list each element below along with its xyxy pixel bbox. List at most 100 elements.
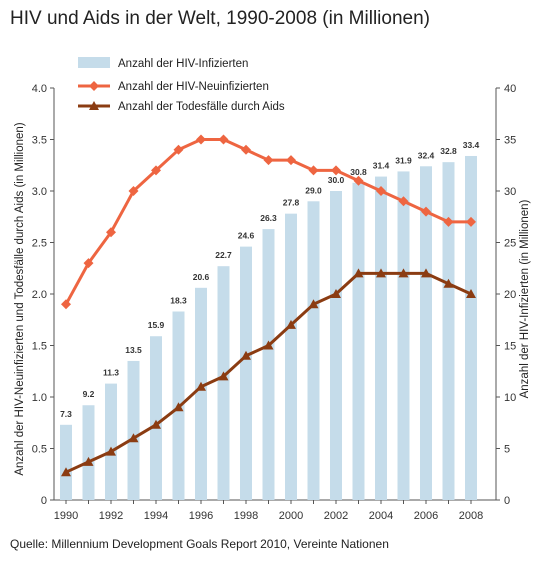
diamond-marker	[151, 165, 161, 176]
bar-data-label: 29.0	[305, 185, 322, 195]
bar	[285, 213, 297, 500]
triangle-marker	[106, 446, 116, 456]
legend-label-deaths: Anzahl der Todesfälle durch Aids	[118, 101, 285, 113]
right-tick-label: 30	[504, 186, 516, 198]
bar	[240, 246, 252, 500]
left-axis-title: Anzahl der HIV-Neuinfizierten und Todesf…	[14, 122, 26, 475]
triangle-marker	[151, 419, 161, 429]
right-tick-label: 5	[504, 444, 510, 456]
legend-marker-triangle	[89, 101, 99, 110]
x-tick-label: 1992	[99, 510, 123, 522]
diamond-marker	[331, 165, 341, 176]
triangle-marker	[466, 289, 476, 298]
bar	[307, 201, 320, 501]
bar-data-label: 31.4	[373, 161, 390, 171]
legend-label-new-infections: Anzahl der HIV-Neuinfizierten	[118, 81, 269, 93]
bar-data-label: 32.4	[418, 150, 435, 160]
bar-data-label: 15.9	[148, 320, 165, 330]
legend-swatch-bars	[78, 57, 110, 68]
bar-data-label: 30.8	[350, 167, 367, 177]
bar	[150, 336, 162, 500]
diamond-marker	[466, 216, 476, 227]
bar-data-label: 33.4	[463, 140, 480, 150]
triangle-marker	[398, 268, 409, 278]
x-tick-label: 2004	[369, 510, 393, 522]
diamond-marker	[353, 175, 364, 186]
bar-data-label: 18.3	[170, 296, 187, 306]
x-tick-label: 2008	[459, 510, 483, 522]
left-tick-label: 0.5	[32, 444, 47, 456]
diamond-marker	[173, 144, 184, 155]
bar-data-label: 9.2	[83, 389, 95, 399]
left-tick-label: 1.0	[32, 392, 47, 404]
triangle-marker	[353, 268, 364, 278]
triangle-marker	[263, 340, 274, 350]
left-tick-label: 4.0	[32, 83, 47, 95]
bar	[105, 383, 117, 500]
triangle-marker	[421, 268, 431, 278]
x-tick-label: 2002	[324, 510, 348, 522]
left-tick-label: 3.5	[32, 135, 47, 147]
source-note: Quelle: Millennium Development Goals Rep…	[10, 537, 389, 551]
bar	[127, 360, 140, 500]
bar	[262, 229, 275, 501]
left-tick-label: 3.0	[32, 186, 47, 198]
triangle-marker	[196, 381, 206, 391]
triangle-marker	[173, 402, 184, 412]
bar	[375, 176, 387, 500]
triangle-marker	[331, 289, 341, 298]
bar	[195, 287, 207, 500]
x-tick-label: 1996	[189, 510, 213, 522]
triangle-marker	[218, 371, 229, 381]
right-tick-label: 0	[504, 495, 510, 507]
bar-data-label: 24.6	[238, 231, 255, 241]
bar-data-label: 11.3	[103, 368, 119, 378]
left-tick-label: 1.5	[32, 341, 47, 353]
triangle-marker	[376, 268, 386, 278]
bar-data-label: 32.8	[440, 146, 457, 156]
x-tick-label: 2000	[279, 510, 303, 522]
triangle-marker	[443, 278, 454, 288]
triangle-marker	[286, 319, 296, 329]
diamond-marker	[421, 206, 431, 217]
bar	[217, 266, 230, 500]
triangle-marker	[61, 467, 71, 477]
diamond-marker	[398, 196, 409, 207]
bar-data-label: 26.3	[260, 213, 277, 223]
diamond-marker	[263, 155, 274, 166]
bar-data-label: 30.0	[328, 175, 345, 185]
diamond-marker	[443, 216, 454, 227]
x-tick-label: 1994	[144, 510, 168, 522]
bar	[60, 424, 72, 500]
bar	[420, 166, 432, 500]
diamond-marker	[83, 258, 94, 269]
x-tick-label: 2006	[414, 510, 438, 522]
diamond-marker	[376, 186, 386, 196]
legend-marker-diamond	[89, 81, 99, 91]
right-tick-label: 25	[504, 238, 516, 250]
diamond-marker	[106, 227, 116, 238]
bar-data-label: 22.7	[215, 250, 232, 260]
bar-data-label: 27.8	[283, 198, 300, 208]
legend-label-bars: Anzahl der HIV-Infizierten	[118, 58, 248, 70]
right-axis-title: Anzahl der HIV-Infizierten (in Millionen…	[519, 199, 531, 398]
diamond-marker	[308, 165, 319, 176]
chart-title: HIV und Aids in der Welt, 1990-2008 (in …	[10, 8, 430, 29]
bar	[397, 171, 410, 500]
x-tick-label: 1990	[54, 510, 78, 522]
bar	[82, 405, 95, 500]
triangle-marker	[241, 350, 251, 360]
left-tick-label: 2.5	[32, 238, 47, 250]
triangle-marker	[128, 433, 139, 443]
diamond-marker	[286, 155, 296, 166]
diamond-marker	[218, 134, 229, 145]
x-tick-label: 1998	[234, 510, 258, 522]
triangle-marker	[83, 456, 94, 466]
diamond-marker	[61, 299, 71, 310]
diamond-marker	[196, 134, 206, 145]
triangle-marker	[308, 299, 319, 309]
left-tick-label: 0	[41, 495, 47, 507]
right-tick-label: 40	[504, 83, 516, 95]
bar	[442, 162, 455, 500]
